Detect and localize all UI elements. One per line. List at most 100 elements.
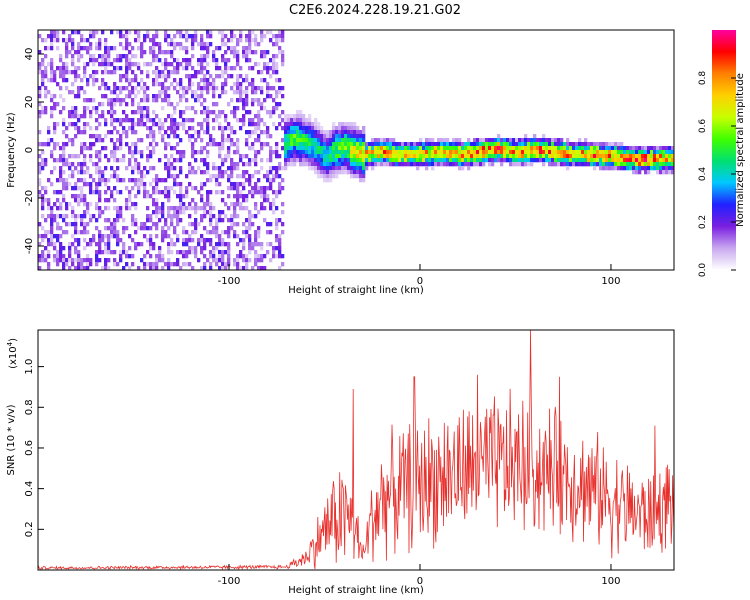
heatmap-cell xyxy=(485,142,489,147)
heatmap-cell xyxy=(623,154,627,159)
heatmap-cell xyxy=(569,142,573,147)
heatmap-cell xyxy=(641,150,645,155)
heatmap-cell xyxy=(461,166,465,171)
heatmap-cell xyxy=(161,238,165,243)
heatmap-cell xyxy=(323,134,327,139)
heatmap-cell xyxy=(392,158,396,163)
heatmap-cell xyxy=(341,134,345,139)
heatmap-cell xyxy=(155,178,159,183)
heatmap-cell xyxy=(599,162,603,167)
heatmap-cell xyxy=(266,82,270,87)
heatmap-cell xyxy=(251,130,255,135)
heatmap-cell xyxy=(602,146,606,151)
heatmap-cell xyxy=(263,198,267,203)
heatmap-cell xyxy=(467,158,471,163)
heatmap-cell xyxy=(104,182,108,187)
heatmap-cell xyxy=(404,158,408,163)
heatmap-cell xyxy=(353,142,357,147)
heatmap-cell xyxy=(230,110,234,115)
heatmap-cell xyxy=(197,62,201,67)
heatmap-cell xyxy=(218,250,222,255)
heatmap-cell xyxy=(494,158,498,163)
heatmap-cell xyxy=(251,122,255,127)
heatmap-cell xyxy=(623,146,627,151)
heatmap-cell xyxy=(353,122,357,127)
heatmap-cell xyxy=(341,150,345,155)
heatmap-cell xyxy=(533,158,537,163)
heatmap-cell xyxy=(236,182,240,187)
heatmap-cell xyxy=(323,154,327,159)
heatmap-cell xyxy=(128,162,132,167)
heatmap-cell xyxy=(143,122,147,127)
heatmap-cell xyxy=(212,50,216,55)
heatmap-cell xyxy=(185,66,189,71)
heatmap-cell xyxy=(71,194,75,199)
heatmap-cell xyxy=(41,106,45,111)
heatmap-cell xyxy=(122,154,126,159)
heatmap-cell xyxy=(227,46,231,51)
heatmap-cell xyxy=(344,122,348,127)
heatmap-cell xyxy=(362,142,366,147)
heatmap-cell xyxy=(356,150,360,155)
heatmap-cell xyxy=(272,42,276,47)
heatmap-cell xyxy=(143,90,147,95)
heatmap-cell xyxy=(122,118,126,123)
heatmap-cell xyxy=(248,30,252,35)
heatmap-cell xyxy=(656,150,660,155)
heatmap-cell xyxy=(317,170,321,175)
heatmap-cell xyxy=(182,254,186,259)
heatmap-cell xyxy=(338,126,342,131)
heatmap-cell xyxy=(290,138,294,143)
heatmap-cell xyxy=(371,142,375,147)
heatmap-cell xyxy=(170,242,174,247)
heatmap-cell xyxy=(200,182,204,187)
heatmap-cell xyxy=(98,234,102,239)
heatmap-cell xyxy=(587,154,591,159)
heatmap-cell xyxy=(182,118,186,123)
heatmap-cell xyxy=(176,238,180,243)
heatmap-cell xyxy=(233,182,237,187)
heatmap-cell xyxy=(218,146,222,151)
heatmap-cell xyxy=(359,162,363,167)
heatmap-cell xyxy=(242,246,246,251)
heatmap-cell xyxy=(101,146,105,151)
heatmap-cell xyxy=(194,206,198,211)
heatmap-cell xyxy=(221,262,225,267)
heatmap-cell xyxy=(86,82,90,87)
heatmap-cell xyxy=(155,262,159,267)
heatmap-cell xyxy=(281,166,285,171)
heatmap-cell xyxy=(122,266,126,270)
heatmap-cell xyxy=(38,178,42,183)
heatmap-cell xyxy=(158,118,162,123)
heatmap-cell xyxy=(113,58,117,63)
heatmap-cell xyxy=(77,254,81,259)
heatmap-cell xyxy=(197,190,201,195)
heatmap-cell xyxy=(368,158,372,163)
heatmap-cell xyxy=(107,266,111,270)
heatmap-cell xyxy=(128,254,132,259)
heatmap-cell xyxy=(47,242,51,247)
heatmap-cell xyxy=(212,54,216,59)
heatmap-cell xyxy=(50,94,54,99)
heatmap-cell xyxy=(74,222,78,227)
heatmap-cell xyxy=(647,146,651,151)
heatmap-cell xyxy=(587,150,591,155)
heatmap-cell xyxy=(200,66,204,71)
heatmap-cell xyxy=(266,250,270,255)
heatmap-cell xyxy=(218,174,222,179)
heatmap-cell xyxy=(356,134,360,139)
heatmap-cell xyxy=(89,54,93,59)
heatmap-cell xyxy=(620,146,624,151)
heatmap-cell xyxy=(176,210,180,215)
heatmap-cell xyxy=(119,238,123,243)
heatmap-cell xyxy=(347,158,351,163)
heatmap-cell xyxy=(113,66,117,71)
heatmap-cell xyxy=(44,74,48,79)
heatmap-cell xyxy=(131,86,135,91)
heatmap-cell xyxy=(68,122,72,127)
heatmap-cell xyxy=(308,154,312,159)
heatmap-cell xyxy=(473,162,477,167)
heatmap-cell xyxy=(83,198,87,203)
heatmap-cell xyxy=(173,226,177,231)
heatmap-cell xyxy=(269,86,273,91)
